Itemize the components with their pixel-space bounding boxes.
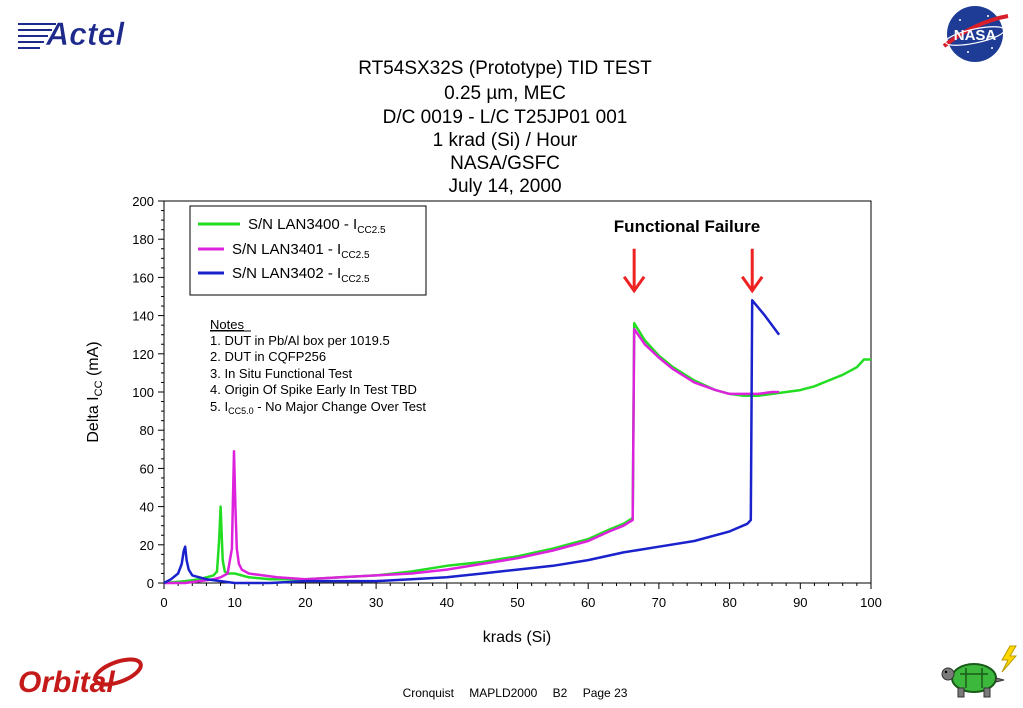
- y-tick-label: 100: [132, 385, 154, 400]
- actel-logo: Actel: [18, 16, 126, 52]
- functional-failure-label: Functional Failure: [614, 217, 760, 236]
- orbital-logo: Orbital: [18, 657, 143, 699]
- title-line-2: 0.25 µm, MEC: [444, 83, 566, 104]
- notes-heading: Notes: [210, 317, 244, 332]
- x-axis-label: krads (Si): [483, 629, 551, 646]
- y-tick-label: 80: [140, 423, 154, 438]
- note-1: 1. DUT in Pb/Al box per 1019.5: [210, 333, 390, 348]
- y-tick-label: 120: [132, 347, 154, 362]
- note-5-rest: - No Major Change Over Test: [254, 399, 427, 414]
- nasa-logo: NASA: [942, 6, 1009, 62]
- legend-entry-lan3400: S/N LAN3400 - ICC2.5: [248, 216, 386, 236]
- legend-entry-lan3401: S/N LAN3401 - ICC2.5: [232, 241, 370, 261]
- title-line-5: NASA/GSFC: [450, 153, 560, 174]
- x-tick-label: 90: [793, 595, 807, 610]
- x-tick-label: 50: [510, 595, 524, 610]
- x-tick-label: 100: [860, 595, 882, 610]
- legend-label-lan3401: S/N LAN3401 - I: [232, 241, 341, 258]
- x-tick-label: 70: [652, 595, 666, 610]
- title-line-4: 1 krad (Si) / Hour: [432, 130, 578, 151]
- legend-entry-lan3402: S/N LAN3402 - ICC2.5: [232, 265, 370, 285]
- y-tick-label: 0: [147, 576, 154, 591]
- x-tick-label: 40: [440, 595, 454, 610]
- y-axis-label-unit: (mA): [85, 341, 102, 380]
- failure-arrow-head: [741, 275, 764, 294]
- series-lines: [163, 299, 871, 585]
- x-tick-label: 30: [369, 595, 383, 610]
- failure-arrow-head: [622, 275, 646, 294]
- legend-label-lan3402: S/N LAN3402 - I: [232, 265, 341, 282]
- legend-sub-lan3400: CC2.5: [357, 225, 386, 236]
- y-tick-label: 160: [132, 270, 154, 285]
- note-4: 4. Origin Of Spike Early In Test TBD: [210, 382, 417, 397]
- failure-arrows: [622, 248, 764, 294]
- x-tick-label: 20: [298, 595, 312, 610]
- x-tick-label: 80: [722, 595, 736, 610]
- legend-label-lan3400: S/N LAN3400 - I: [248, 216, 357, 233]
- note-3: 3. In Situ Functional Test: [210, 366, 353, 381]
- y-tick-label: 20: [140, 538, 154, 553]
- footer: Cronquist MAPLD2000 B2 Page 23: [350, 686, 680, 700]
- y-tick-label: 60: [140, 461, 154, 476]
- legend-sub-lan3401: CC2.5: [341, 250, 370, 261]
- x-tick-label: 60: [581, 595, 595, 610]
- legend-sub-lan3402: CC2.5: [341, 274, 370, 285]
- y-axis-label: Delta ICC (mA): [85, 341, 105, 442]
- turtle-logo: [941, 645, 1018, 698]
- title-line-3: D/C 0019 - L/C T25JP01 001: [382, 107, 628, 128]
- legend-box: [189, 205, 427, 296]
- actel-logo-text: Actel: [45, 16, 125, 52]
- y-tick-label: 180: [132, 232, 154, 247]
- y-tick-label: 200: [132, 194, 154, 209]
- legend: S/N LAN3400 - ICC2.5 S/N LAN3401 - ICC2.…: [189, 205, 427, 296]
- x-tick-label: 10: [227, 595, 241, 610]
- footer-page: Page 23: [582, 686, 628, 700]
- series-line-lan3401: [164, 327, 780, 585]
- notes-block: Notes 1. DUT in Pb/Al box per 1019.5 2. …: [210, 317, 426, 416]
- y-tick-label: 140: [132, 309, 154, 324]
- note-5-sub: CC5.0: [228, 406, 254, 416]
- nasa-logo-text: NASA: [954, 27, 997, 44]
- y-axis-label-sub: CC: [93, 380, 105, 396]
- title-line-6: July 14, 2000: [448, 176, 562, 197]
- title-line-1: RT54SX32S (Prototype) TID TEST: [358, 58, 652, 79]
- y-tick-label: 40: [140, 500, 154, 515]
- y-axis-label-main: Delta I: [85, 396, 102, 442]
- note-2: 2. DUT in CQFP256: [210, 349, 326, 364]
- series-line-lan3400: [163, 321, 871, 585]
- x-tick-label: 0: [160, 595, 167, 610]
- series-line-lan3402: [163, 299, 781, 585]
- note-5-main: 5. I: [210, 399, 228, 414]
- footer-conference: MAPLD2000: [469, 686, 538, 700]
- axis-ticks: 0 10 20 30 40 50 60 70 80 90 100 0 20 40 60 80 100 120 140…: [132, 194, 882, 610]
- orbital-logo-text: Orbital: [18, 666, 115, 699]
- footer-session: B2: [552, 686, 568, 700]
- footer-author: Cronquist: [402, 686, 454, 700]
- note-5: 5. ICC5.0 - No Major Change Over Test: [210, 399, 426, 416]
